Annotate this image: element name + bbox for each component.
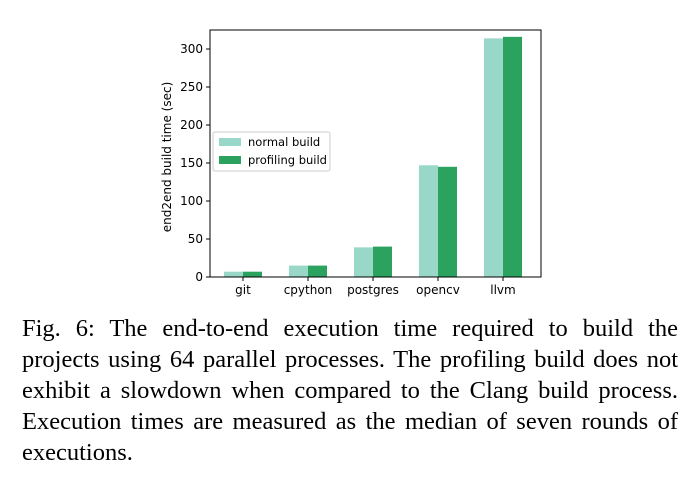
legend: normal build profiling build (212, 131, 331, 172)
y-axis-label: end2end build time (sec) (160, 82, 174, 233)
y-tick-label-50: 50 (188, 232, 203, 246)
x-tick-label-cpython: cpython (284, 283, 333, 297)
bar-llvm-profiling-build (503, 36, 522, 278)
bar-postgres-normal-build (354, 247, 373, 277)
plot-frame (209, 29, 542, 278)
x-tick-label-opencv: opencv (416, 283, 460, 297)
figure-caption: Fig. 6: The end-to-end execution time re… (22, 315, 678, 466)
bars-group (224, 36, 522, 278)
bar-git-normal-build (224, 271, 243, 277)
bar-opencv-normal-build (419, 165, 438, 277)
bar-opencv-profiling-build (438, 166, 457, 277)
legend-label-profiling-build: profiling build (248, 153, 327, 167)
bar-cpython-normal-build (289, 265, 308, 277)
legend-swatch-normal-build (219, 138, 241, 146)
bar-cpython-profiling-build (308, 265, 327, 277)
y-tick-label-200: 200 (180, 118, 203, 132)
y-tick-label-150: 150 (180, 156, 203, 170)
legend-swatch-profiling-build (219, 156, 241, 164)
bar-llvm-normal-build (484, 38, 503, 277)
legend-box (212, 131, 331, 172)
x-tick-label-llvm: llvm (490, 283, 515, 297)
x-tick-label-git: git (235, 283, 251, 297)
bar-postgres-profiling-build (373, 246, 392, 277)
bar-git-profiling-build (243, 271, 262, 277)
y-tick-label-250: 250 (180, 80, 203, 94)
y-tick-label-0: 0 (195, 270, 203, 284)
y-tick-label-100: 100 (180, 194, 203, 208)
y-tick-label-300: 300 (180, 42, 203, 56)
x-axis: git cpython postgres opencv llvm (235, 277, 516, 297)
x-tick-label-postgres: postgres (347, 283, 399, 297)
y-axis: 0 50 100 150 200 250 300 (180, 42, 210, 284)
legend-label-normal-build: normal build (248, 135, 320, 149)
